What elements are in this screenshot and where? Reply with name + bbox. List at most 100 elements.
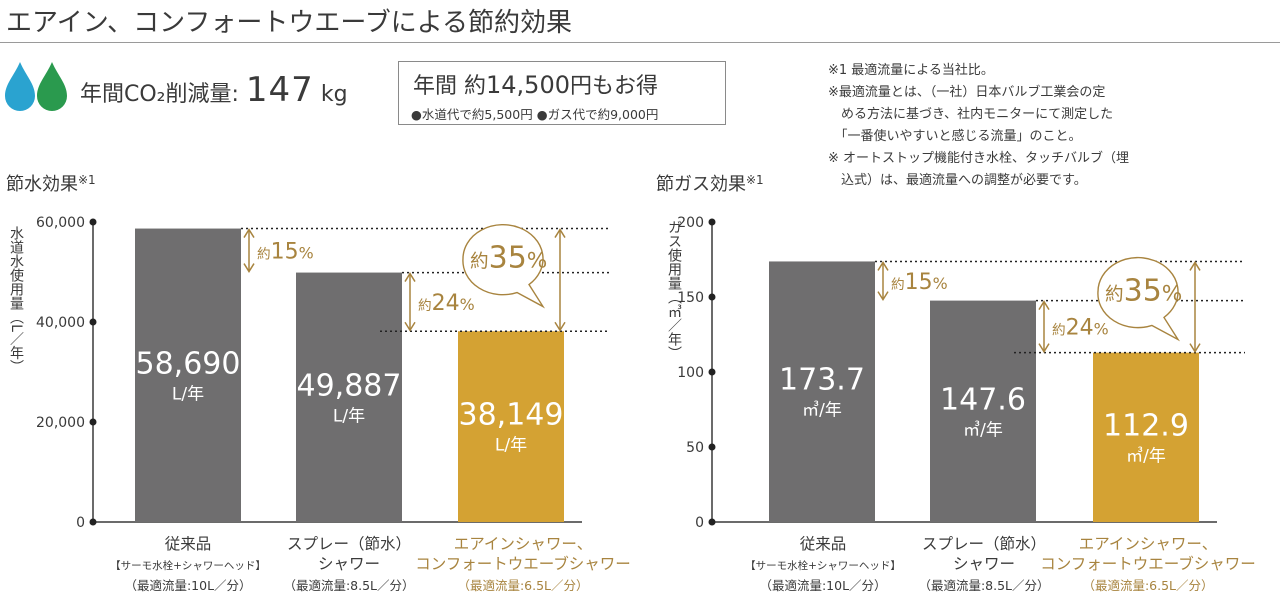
- y-axis-label: ガス使用量（㎥／年）: [666, 220, 682, 360]
- bar-value-label: 173.7: [779, 363, 865, 398]
- speech-bubble: [1097, 256, 1181, 342]
- percent-annotation: 約15%: [257, 240, 314, 265]
- bar-unit-label: ㎥/年: [963, 420, 1003, 440]
- bar-value-label: 58,690: [136, 346, 241, 381]
- bar: [296, 272, 402, 522]
- savings-suffix: 円もお得: [569, 74, 658, 99]
- arrow-head: [1189, 261, 1201, 271]
- y-axis-label: 水道水使用量（L／年）: [8, 226, 24, 374]
- y-tick-dot: [708, 293, 716, 301]
- category-sublabel: コンフォートウエーブシャワー: [1040, 554, 1256, 573]
- y-tick-dot: [89, 518, 97, 526]
- percent-annotation: 約24%: [1052, 316, 1109, 341]
- y-tick-dot: [708, 443, 716, 451]
- arrow-head: [1038, 300, 1050, 310]
- percent-annotation: 約15%: [891, 270, 948, 295]
- category-sublabel: 【サーモ水栓+シャワーヘッド】: [745, 559, 901, 572]
- category-label: スプレー（節水）: [287, 535, 411, 553]
- y-tick-label: 150: [677, 290, 704, 306]
- y-tick-dot: [89, 318, 97, 326]
- y-tick-dot: [708, 368, 716, 376]
- category-label: 従来品: [165, 535, 212, 553]
- bar-unit-label: L/年: [333, 406, 365, 426]
- footnote-line: める方法に基づき、社内モニターにて測定した: [828, 107, 1114, 122]
- bar: [135, 228, 241, 523]
- water-chart-note: ※1: [78, 173, 96, 187]
- y-tick-dot: [708, 518, 716, 526]
- savings-label: 年間 約: [413, 74, 486, 99]
- y-tick-label: 100: [677, 365, 704, 381]
- arrow-head: [1189, 343, 1201, 354]
- y-tick-label: 60,000: [36, 215, 85, 231]
- co2-reduction: 年間CO₂削減量: 147 kg: [80, 70, 348, 110]
- category-flow-rate: （最適流量:10L／分）: [124, 578, 251, 593]
- footnote-line: 込式）は、最適流量への調整が必要です。: [828, 173, 1087, 188]
- arrow-head: [877, 291, 889, 302]
- gas-savings: ●ガス代で約9,000円: [536, 107, 659, 122]
- y-tick-label: 0: [76, 515, 85, 531]
- bar: [1093, 352, 1199, 522]
- footnotes: ※1 最適流量による当社比。 ※最適流量とは、（一社）日本バルブ工業会の定 める…: [828, 60, 1268, 192]
- water-chart-title-text: 節水効果: [6, 174, 78, 195]
- gas-chart-note: ※1: [746, 173, 764, 187]
- y-tick-label: 20,000: [36, 415, 85, 431]
- savings-headline: 年間 約14,500円もお得: [413, 68, 658, 100]
- arrow-head: [404, 272, 416, 282]
- page-title: エアイン、コンフォートウエーブによる節約効果: [6, 8, 573, 38]
- y-tick-label: 40,000: [36, 315, 85, 331]
- arrow-head: [554, 228, 566, 238]
- co2-value: 147: [245, 70, 314, 110]
- arrow-head: [877, 261, 889, 271]
- gas-chart-title: 節ガス効果※1: [656, 170, 764, 196]
- water-drop-icon: [5, 62, 35, 111]
- savings-amount: 14,500: [486, 71, 570, 99]
- category-flow-rate: （最適流量:8.5L／分）: [918, 578, 1049, 593]
- category-label: エアインシャワー、: [454, 535, 593, 553]
- bar: [769, 261, 875, 522]
- category-flow-rate: （最適流量:8.5L／分）: [283, 578, 414, 593]
- category-sublabel: コンフォートウエーブシャワー: [415, 554, 631, 573]
- category-flow-rate: （最適流量:10L／分）: [759, 578, 886, 593]
- arrow-head: [554, 321, 566, 332]
- footnote-line: ※1 最適流量による当社比。: [828, 63, 994, 78]
- title-divider: [0, 42, 1280, 43]
- annual-savings-box: 年間 約14,500円もお得 ●水道代で約5,500円 ●ガス代で約9,000円: [398, 61, 726, 125]
- arrow-head: [404, 321, 416, 332]
- percent-annotation: 約35%: [1105, 273, 1182, 308]
- bar-unit-label: L/年: [172, 384, 204, 404]
- bar-unit-label: L/年: [495, 436, 527, 456]
- bar: [930, 300, 1036, 522]
- y-tick-dot: [89, 418, 97, 426]
- category-sublabel: シャワー: [953, 555, 1015, 573]
- category-sublabel: シャワー: [318, 555, 380, 573]
- savings-breakdown: ●水道代で約5,500円 ●ガス代で約9,000円: [411, 104, 658, 123]
- bar-value-label: 112.9: [1103, 408, 1189, 443]
- arrow-head: [243, 263, 255, 273]
- leaf-drop-icon: [37, 62, 67, 111]
- drop-icons: [5, 62, 67, 111]
- category-label: エアインシャワー、: [1079, 535, 1218, 553]
- category-label: 従来品: [800, 535, 847, 553]
- water-savings: ●水道代で約5,500円: [411, 107, 533, 122]
- bar-value-label: 147.6: [940, 382, 1026, 417]
- bar-value-label: 38,149: [459, 398, 564, 433]
- category-flow-rate: （最適流量:6.5L／分）: [1082, 578, 1213, 593]
- arrow-head: [243, 228, 255, 238]
- y-tick-dot: [89, 218, 97, 226]
- y-tick-label: 0: [695, 515, 704, 531]
- bar: [458, 331, 564, 522]
- arrow-head: [1038, 343, 1050, 354]
- category-sublabel: 【サーモ水栓+シャワーヘッド】: [110, 559, 266, 572]
- y-tick-dot: [708, 218, 716, 226]
- footnote-line: ※最適流量とは、（一社）日本バルブ工業会の定: [828, 85, 1106, 100]
- speech-bubble: [462, 224, 546, 309]
- footnote-line: 「一番使いやすいと感じる流量」のこと。: [828, 129, 1082, 144]
- water-chart-title: 節水効果※1: [6, 170, 96, 196]
- y-tick-label: 50: [686, 440, 704, 456]
- percent-annotation: 約35%: [470, 241, 547, 276]
- y-tick-label: 200: [677, 215, 704, 231]
- co2-unit: kg: [320, 82, 348, 107]
- percent-annotation: 約24%: [418, 291, 475, 316]
